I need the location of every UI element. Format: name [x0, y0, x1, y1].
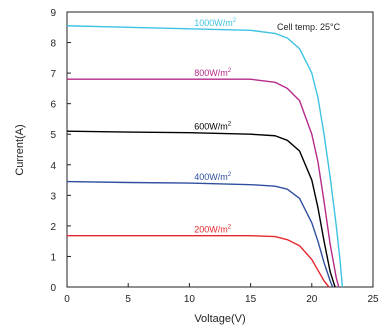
y-tick-label: 6	[50, 100, 56, 111]
y-axis-label: Current(A)	[14, 124, 26, 175]
y-tick-label: 8	[50, 39, 56, 50]
y-tick-label: 2	[50, 222, 56, 233]
series-label-superscript: 2	[228, 225, 232, 231]
series-line	[66, 180, 334, 288]
series-line	[67, 78, 340, 288]
x-tick-label: 5	[125, 294, 131, 305]
y-tick-label: 1	[50, 252, 56, 263]
y-tick-label: 9	[50, 8, 56, 19]
series-lines	[66, 25, 344, 288]
series-label-superscript: 2	[228, 68, 232, 74]
series-label: 800W/m2	[194, 68, 232, 78]
x-axis-ticks: 0 5 10 15 20 25	[64, 283, 379, 305]
series-label: 400W/m2	[194, 172, 232, 182]
series-label-superscript: 2	[228, 122, 232, 128]
y-tick-label: 4	[50, 161, 56, 172]
series-line	[66, 25, 344, 288]
series-label: 200W/m2	[194, 225, 232, 235]
y-axis-ticks: 0 1 2 3 4 5 6 7 8 9	[50, 8, 71, 294]
series-line	[67, 234, 330, 288]
x-tick-label: 20	[306, 294, 318, 305]
x-tick-label: 0	[64, 294, 70, 305]
series-label-unit: 200W/m	[194, 225, 228, 235]
series-label-unit: 400W/m	[194, 172, 228, 182]
y-tick-label: 3	[50, 191, 56, 202]
series-label-unit: 600W/m	[194, 122, 228, 132]
series-label: 600W/m2	[194, 122, 232, 132]
x-tick-label: 10	[184, 294, 196, 305]
x-tick-label: 25	[367, 294, 379, 305]
y-tick-label: 7	[50, 69, 56, 80]
series-label-unit: 1000W/m	[194, 18, 233, 28]
series-label-superscript: 2	[228, 172, 232, 178]
series-line	[66, 130, 336, 288]
series-label-superscript: 2	[233, 18, 237, 24]
y-tick-label: 0	[50, 283, 56, 294]
series-label: 1000W/m2	[194, 18, 237, 28]
y-tick-label: 5	[50, 130, 56, 141]
cell-temp-annotation: Cell temp. 25°C	[277, 22, 341, 32]
series-label-unit: 800W/m	[194, 68, 228, 78]
plot-frame	[66, 11, 374, 288]
x-tick-label: 15	[245, 294, 257, 305]
x-axis-label: Voltage(V)	[194, 313, 245, 325]
